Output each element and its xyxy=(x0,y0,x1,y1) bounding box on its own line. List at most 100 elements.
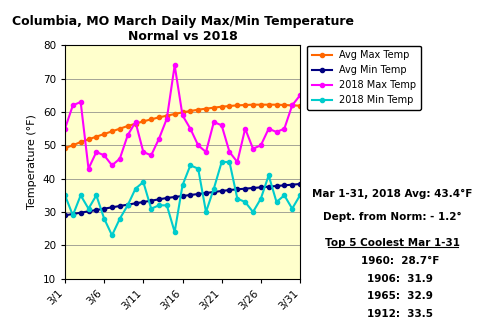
2018 Min Temp xyxy=(289,207,295,211)
Avg Max Temp xyxy=(242,103,248,107)
Text: 1906:  31.9: 1906: 31.9 xyxy=(367,274,433,284)
2018 Max Temp xyxy=(242,127,248,131)
Avg Max Temp xyxy=(172,112,177,116)
2018 Max Temp xyxy=(297,93,303,97)
Avg Max Temp xyxy=(211,106,217,110)
Avg Min Temp xyxy=(86,209,91,213)
Line: Avg Max Temp: Avg Max Temp xyxy=(63,103,302,150)
2018 Min Temp xyxy=(62,193,68,197)
Avg Max Temp xyxy=(140,120,146,123)
Avg Min Temp xyxy=(234,187,240,191)
Y-axis label: Temperature (°F): Temperature (°F) xyxy=(28,115,38,209)
2018 Min Temp xyxy=(218,160,224,164)
2018 Min Temp xyxy=(226,160,232,164)
2018 Max Temp xyxy=(124,133,130,137)
Avg Min Temp xyxy=(188,193,194,197)
2018 Max Temp xyxy=(70,103,76,107)
Avg Min Temp xyxy=(156,197,162,201)
2018 Max Temp xyxy=(195,144,201,147)
2018 Min Temp xyxy=(140,180,146,184)
Avg Max Temp xyxy=(274,103,280,107)
2018 Min Temp xyxy=(180,183,186,187)
Avg Min Temp xyxy=(132,202,138,205)
2018 Max Temp xyxy=(172,64,177,67)
2018 Max Temp xyxy=(94,150,100,154)
2018 Max Temp xyxy=(282,127,288,131)
2018 Min Temp xyxy=(195,167,201,171)
2018 Min Temp xyxy=(117,217,123,221)
Avg Max Temp xyxy=(62,146,68,150)
Avg Min Temp xyxy=(109,205,115,209)
2018 Min Temp xyxy=(101,217,107,221)
2018 Min Temp xyxy=(203,210,209,214)
2018 Min Temp xyxy=(250,210,256,214)
Avg Min Temp xyxy=(180,194,186,198)
Avg Min Temp xyxy=(203,191,209,195)
Avg Max Temp xyxy=(234,103,240,107)
2018 Min Temp xyxy=(94,193,100,197)
2018 Max Temp xyxy=(266,127,272,131)
Avg Min Temp xyxy=(297,182,303,186)
Avg Max Temp xyxy=(117,127,123,131)
Avg Min Temp xyxy=(101,207,107,211)
2018 Min Temp xyxy=(109,233,115,237)
2018 Max Temp xyxy=(156,137,162,141)
Avg Max Temp xyxy=(289,103,295,107)
Avg Min Temp xyxy=(266,185,272,189)
Avg Min Temp xyxy=(117,204,123,208)
Avg Max Temp xyxy=(218,105,224,109)
Avg Max Temp xyxy=(180,110,186,114)
Avg Max Temp xyxy=(226,104,232,108)
Avg Min Temp xyxy=(70,212,76,216)
2018 Max Temp xyxy=(226,150,232,154)
2018 Min Temp xyxy=(242,200,248,204)
Avg Min Temp xyxy=(62,214,68,217)
Avg Min Temp xyxy=(78,211,84,214)
Avg Min Temp xyxy=(242,187,248,191)
2018 Max Temp xyxy=(86,167,91,171)
Avg Min Temp xyxy=(148,199,154,202)
2018 Min Temp xyxy=(164,203,170,207)
Avg Max Temp xyxy=(94,135,100,139)
Avg Max Temp xyxy=(282,103,288,107)
Avg Max Temp xyxy=(78,140,84,144)
2018 Max Temp xyxy=(132,120,138,124)
2018 Min Temp xyxy=(78,193,84,197)
2018 Max Temp xyxy=(203,150,209,154)
Avg Min Temp xyxy=(94,208,100,212)
Avg Min Temp xyxy=(172,195,177,199)
Line: 2018 Max Temp: 2018 Max Temp xyxy=(63,63,302,171)
Avg Max Temp xyxy=(164,114,170,118)
2018 Max Temp xyxy=(234,160,240,164)
2018 Max Temp xyxy=(289,103,295,107)
Avg Max Temp xyxy=(188,109,194,113)
Avg Max Temp xyxy=(70,144,76,147)
Text: Dept. from Norm: - 1.2°: Dept. from Norm: - 1.2° xyxy=(323,212,462,222)
2018 Max Temp xyxy=(250,147,256,151)
2018 Max Temp xyxy=(258,144,264,147)
Avg Max Temp xyxy=(148,117,154,121)
2018 Max Temp xyxy=(218,123,224,127)
2018 Max Temp xyxy=(109,163,115,167)
Avg Min Temp xyxy=(211,190,217,194)
2018 Max Temp xyxy=(148,153,154,157)
2018 Max Temp xyxy=(188,127,194,131)
Avg Max Temp xyxy=(86,137,91,141)
2018 Min Temp xyxy=(282,193,288,197)
2018 Max Temp xyxy=(78,100,84,104)
2018 Max Temp xyxy=(101,153,107,157)
Avg Max Temp xyxy=(250,103,256,107)
2018 Min Temp xyxy=(172,230,177,234)
Line: Avg Min Temp: Avg Min Temp xyxy=(63,182,302,217)
2018 Max Temp xyxy=(274,130,280,134)
Text: Top 5 Coolest Mar 1-31: Top 5 Coolest Mar 1-31 xyxy=(325,238,460,248)
Text: Mar 1-31, 2018 Avg: 43.4°F: Mar 1-31, 2018 Avg: 43.4°F xyxy=(312,189,472,200)
2018 Min Temp xyxy=(234,197,240,201)
2018 Min Temp xyxy=(132,187,138,191)
Avg Max Temp xyxy=(203,107,209,110)
Avg Max Temp xyxy=(109,129,115,133)
2018 Min Temp xyxy=(148,207,154,211)
Avg Min Temp xyxy=(250,186,256,190)
2018 Min Temp xyxy=(156,203,162,207)
Avg Min Temp xyxy=(274,184,280,188)
